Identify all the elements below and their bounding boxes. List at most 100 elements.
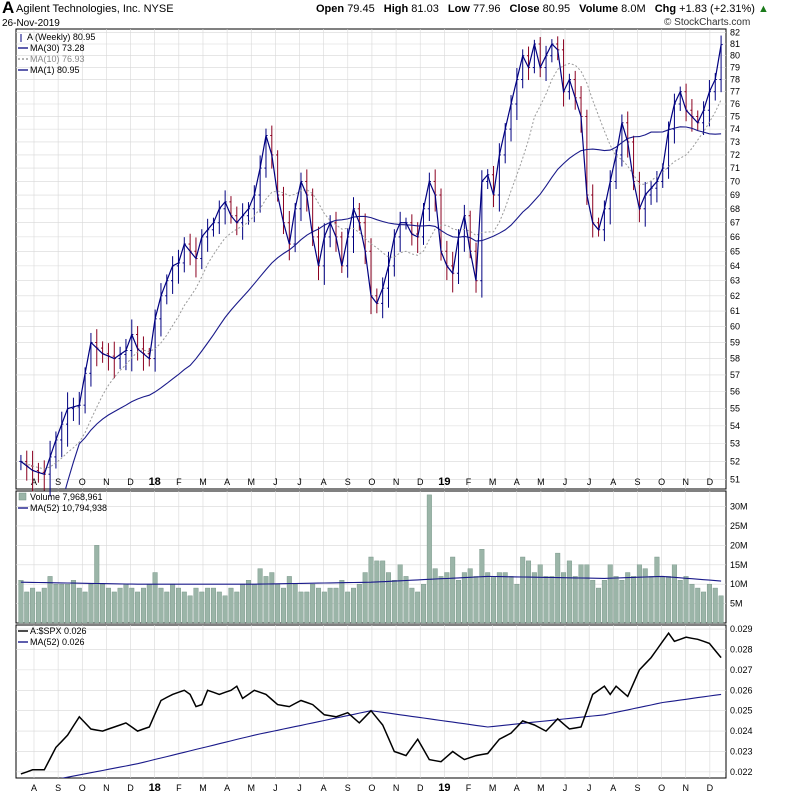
ratio-month-label: A bbox=[321, 783, 327, 793]
volume-ma52-line bbox=[20, 575, 722, 585]
ratio-lines bbox=[20, 631, 722, 778]
volume-bar bbox=[327, 587, 333, 624]
volume-tick-label: 30M bbox=[730, 502, 748, 512]
price-tick-label: 55 bbox=[730, 404, 740, 414]
volume-bar bbox=[228, 587, 234, 624]
price-month-label: A bbox=[514, 477, 520, 487]
ratio-tick-label: 0.022 bbox=[730, 767, 753, 777]
volume-bar bbox=[111, 591, 117, 624]
volume-bar bbox=[566, 560, 572, 624]
close-value: 80.95 bbox=[542, 3, 571, 15]
ratio-month-label: D bbox=[127, 783, 134, 793]
volume-bar bbox=[520, 556, 526, 624]
price-tick-label: 52 bbox=[730, 456, 740, 466]
ratio-panel-frame bbox=[15, 624, 727, 779]
price-month-label: M bbox=[247, 477, 255, 487]
price-legend-label: A (Weekly) 80.95 bbox=[27, 32, 95, 42]
price-lines bbox=[20, 42, 722, 489]
ratio-month-label: N bbox=[682, 783, 689, 793]
volume-tick-label: 25M bbox=[730, 521, 748, 531]
volume-bar bbox=[100, 583, 106, 624]
ratio-month-label: S bbox=[634, 783, 640, 793]
volume-bar bbox=[502, 572, 508, 624]
ratio-month-label: J bbox=[273, 783, 278, 793]
volume-bar bbox=[140, 587, 146, 624]
price-legend-label: MA(30) 73.28 bbox=[30, 43, 85, 53]
ratio-month-label: A bbox=[224, 783, 230, 793]
price-tick-label: 60 bbox=[730, 322, 740, 332]
volume-bar bbox=[706, 583, 712, 624]
volume-bar bbox=[35, 591, 41, 624]
volume-bar bbox=[205, 587, 211, 624]
ma30-line bbox=[64, 126, 722, 489]
volume-bar bbox=[590, 580, 596, 624]
price-tick-label: 53 bbox=[730, 438, 740, 448]
volume-bar bbox=[292, 583, 298, 624]
volume-bar bbox=[555, 552, 561, 624]
volume-bar bbox=[76, 587, 82, 624]
price-tick-label: 56 bbox=[730, 387, 740, 397]
price-month-label: S bbox=[55, 477, 61, 487]
volume-bar bbox=[164, 591, 170, 624]
volume-bar bbox=[695, 587, 701, 624]
volume-bar bbox=[94, 545, 100, 624]
volume-bar bbox=[386, 572, 391, 624]
price-tick-label: 57 bbox=[730, 370, 740, 380]
volume-bar bbox=[636, 564, 642, 624]
volume-bar bbox=[409, 587, 415, 624]
ratio-month-label: A bbox=[514, 783, 520, 793]
low-label: Low bbox=[447, 3, 470, 15]
price-month-label: M bbox=[537, 477, 545, 487]
volume-bar bbox=[199, 591, 205, 624]
ratio-legend-label: MA(52) 0.026 bbox=[30, 637, 85, 647]
volume-bar bbox=[374, 560, 380, 624]
price-tick-label: 73 bbox=[730, 137, 740, 147]
volume-bar bbox=[222, 595, 228, 624]
volume-bar bbox=[368, 556, 374, 624]
volume-bar bbox=[53, 583, 59, 624]
volume-bar bbox=[263, 576, 269, 624]
volume-bar bbox=[561, 572, 567, 624]
volume-bar bbox=[514, 583, 520, 624]
volume-bar bbox=[654, 556, 660, 624]
volume-bar bbox=[415, 591, 421, 624]
ratio-month-label: O bbox=[79, 783, 86, 793]
volume-bar bbox=[193, 587, 199, 624]
ratio-tick-label: 0.025 bbox=[730, 706, 753, 716]
price-tick-label: 79 bbox=[730, 63, 740, 73]
volume-bar bbox=[339, 580, 345, 624]
volume-bar bbox=[625, 572, 631, 624]
volume-bar bbox=[648, 576, 654, 624]
ratio-tick-label: 0.024 bbox=[730, 726, 753, 736]
volume-bar bbox=[251, 583, 257, 624]
volume-bar bbox=[286, 576, 292, 624]
open-label: Open bbox=[316, 3, 345, 15]
volume-bar bbox=[444, 572, 450, 624]
volume-bar bbox=[619, 580, 625, 624]
volume-bar bbox=[479, 549, 485, 624]
volume-bar bbox=[146, 583, 152, 624]
ratio-month-label: N bbox=[103, 783, 110, 793]
volume-bar bbox=[59, 583, 65, 624]
volume-bar bbox=[333, 587, 339, 624]
price-tick-label: 63 bbox=[730, 276, 740, 286]
ratio-month-label: S bbox=[345, 783, 351, 793]
ratio-month-label: N bbox=[393, 783, 400, 793]
volume-legend-label: MA(52) 10,794,938 bbox=[30, 503, 107, 513]
ratio-tick-label: 0.027 bbox=[730, 665, 753, 675]
volume-bar bbox=[82, 591, 88, 624]
volume-bar bbox=[671, 564, 677, 624]
volume-bar bbox=[403, 576, 409, 624]
ratio-tick-label: 0.026 bbox=[730, 685, 753, 695]
volume-bar bbox=[257, 568, 263, 624]
volume-bar bbox=[356, 583, 362, 624]
volume-bar bbox=[181, 591, 187, 624]
ratio-month-label: J bbox=[563, 783, 568, 793]
volume-bar bbox=[117, 587, 123, 624]
price-month-label: J bbox=[297, 477, 302, 487]
price-tick-label: 76 bbox=[730, 99, 740, 109]
ratio-tick-label: 0.029 bbox=[730, 624, 753, 634]
ratio-month-label: M bbox=[537, 783, 545, 793]
ratio-month-label: J bbox=[587, 783, 592, 793]
